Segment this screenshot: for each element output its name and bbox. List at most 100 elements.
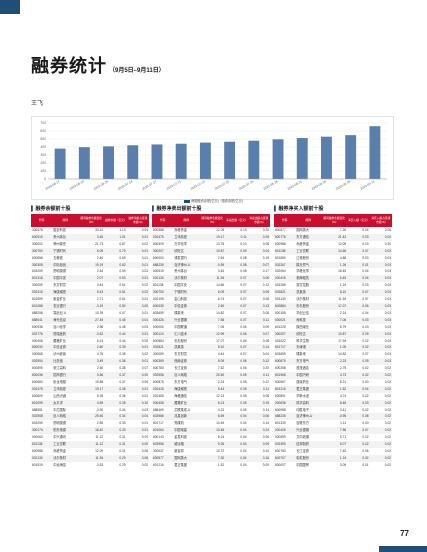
cell-amount: 0.07 (240, 283, 247, 288)
cell-change: 10.87 (321, 330, 348, 338)
cell-name: 药明康德 (53, 421, 66, 426)
table-row: 300750 宁德时代 6.09 0.07 0.05 (152, 289, 270, 297)
cell-amount: 0.02 (362, 407, 369, 412)
cell-change: 3.45 (217, 269, 225, 274)
cell-change: 2.23 (321, 358, 348, 366)
col-header: 简称 (52, 214, 79, 227)
cell-change: 2.98 (96, 324, 104, 329)
bar (224, 141, 236, 179)
table-row: 002475 立讯精密 19.17 0.36 0.01 (31, 385, 149, 393)
cell-code: 600309 (153, 241, 164, 246)
cell-change: 3.09 (339, 462, 347, 467)
cell-amount: 0.06 (240, 338, 247, 343)
table-row: 002266 浙富控股 1.24 0.03 0.03 (274, 282, 392, 289)
cell-change: 5.43 (199, 385, 226, 393)
cell-name: 百隆东方 (296, 421, 309, 426)
table-row: 600030 中信证券 2.60 0.39 0.01 (31, 344, 149, 352)
bar (103, 146, 114, 179)
cell-code: 600258 (275, 366, 286, 371)
cell-amount: 0.04 (240, 435, 247, 440)
table-row: 300124 汇川技术 12.99 0.06 0.07 (152, 330, 270, 338)
cell-code: 000568 (32, 352, 43, 357)
cell-change: 7.62 (339, 449, 347, 453)
cell-name: 农业银行 (52, 302, 79, 310)
y-tick-label: 300 (40, 153, 46, 157)
cell-ratio: 0.02 (384, 462, 391, 467)
cell-code: 600895 (32, 366, 43, 371)
cell-name: 沃尔核材 (173, 275, 200, 283)
cell-ratio: 0.00 (141, 435, 148, 440)
table-row: 601919 中远海控 -0.53 0.29 0.02 (31, 462, 149, 469)
col-header: 简称 (295, 214, 322, 227)
cell-change: 2.54 (217, 255, 225, 260)
cell-amount: 0.37 (104, 372, 127, 379)
table-title-mark: ▌ (152, 206, 156, 212)
cell-amount: 0.08 (240, 269, 247, 274)
cell-name: 长江证券 (174, 366, 187, 371)
cell-ratio: 0.19 (247, 399, 270, 407)
cell-name: 天津港 (295, 344, 322, 352)
cell-code: 002267 (274, 261, 296, 269)
cell-ratio: 0.06 (141, 379, 148, 384)
cell-code: 601064 (152, 427, 174, 435)
table-row: 600580 卧龙电驱 19.86 0.37 0.06 (31, 379, 149, 386)
cell-amount: 1.13 (119, 228, 126, 232)
cell-name: 中国汽研 (295, 372, 322, 379)
cell-code: 600030 (31, 344, 53, 352)
col-header: 融券余额（亿元） (104, 214, 127, 227)
table-row: 600000 浦发银行 2.54 0.08 0.19 (152, 255, 270, 262)
cell-amount: 0.38 (119, 366, 126, 371)
cell-change: 15.39 (95, 310, 104, 315)
cell-name: 国网英大 (173, 454, 200, 462)
cell-ratio: 0.11 (247, 385, 270, 393)
cell-change: 5.71 (339, 435, 347, 440)
cell-name: 藏格矿业 (53, 338, 66, 343)
cell-ratio: 0.10 (126, 399, 149, 407)
cell-change: 2.60 (96, 366, 104, 371)
cell-ratio: 0.01 (126, 344, 149, 352)
cell-ratio: 0.07 (247, 261, 270, 269)
y-tick-label: 500 (40, 137, 46, 141)
cell-ratio: 0.11 (247, 316, 270, 324)
cell-amount: 0.19 (362, 241, 369, 246)
cell-code: 600858 (32, 255, 43, 260)
cell-code: 601138 (31, 441, 53, 448)
cell-change: 1.05 (321, 344, 348, 352)
cell-ratio: 0.08 (262, 393, 269, 398)
cell-amount: 0.04 (240, 449, 247, 453)
cell-code: 601138 (274, 247, 296, 255)
cell-amount: 0.09 (225, 247, 248, 255)
cell-amount: 0.00 (362, 379, 369, 384)
cell-name: 万向钱潮 (296, 435, 309, 440)
cell-amount: 0.51 (119, 283, 126, 288)
cell-code: 600884 (153, 338, 164, 343)
table-row: 002821 凯莱英 8.10 0.07 0.14 (152, 344, 270, 352)
table-row: 601717 天津港 1.05 0.02 0.03 (274, 344, 392, 352)
table-row: 600309 万华化学 13.76 0.10 0.08 (152, 241, 270, 248)
cell-amount: 1.01 (104, 233, 127, 241)
table-row: 601717 郑煤机 10.45 0.04 0.14 (152, 420, 270, 427)
cell-amount: 0.07 (225, 344, 248, 352)
cell-amount: 0.03 (347, 233, 370, 241)
col-header: 净买入额占流通市值(%) (369, 214, 392, 227)
cell-change: 2.60 (199, 302, 226, 310)
bar (369, 126, 381, 179)
cell-code: 603659 (153, 310, 164, 315)
cell-change: 3.45 (78, 233, 105, 241)
chart-box: 0 100 200 300 400 500 600 700 2023-08-17 2023-08-… (31, 116, 394, 200)
cell-name: 兴业银锡 (173, 316, 200, 324)
x-tick-label: 2023-07-20 (214, 179, 230, 191)
table-row: 300207 欣旺达 10.87 0.09 0.03 (274, 330, 392, 338)
cell-name: 沃尔核材 (52, 454, 79, 462)
cell-amount: 0.44 (119, 338, 126, 343)
cell-code: 000426 (274, 427, 296, 435)
table-header-row: 代码 简称 期间融券余额变化（%） 净卖出额（亿元） 净卖出额占流通市值(%) (152, 214, 270, 227)
cell-code: 688235 (274, 413, 296, 421)
cell-ratio: 0.01 (141, 393, 148, 398)
cell-ratio: 0.04 (262, 352, 269, 357)
bar (296, 138, 308, 179)
cell-amount: 0.53 (104, 275, 127, 283)
table-title-text: 融券余额前十股 (35, 206, 71, 212)
cell-code: 002558 (152, 372, 174, 379)
cell-ratio: 0.01 (141, 421, 148, 426)
